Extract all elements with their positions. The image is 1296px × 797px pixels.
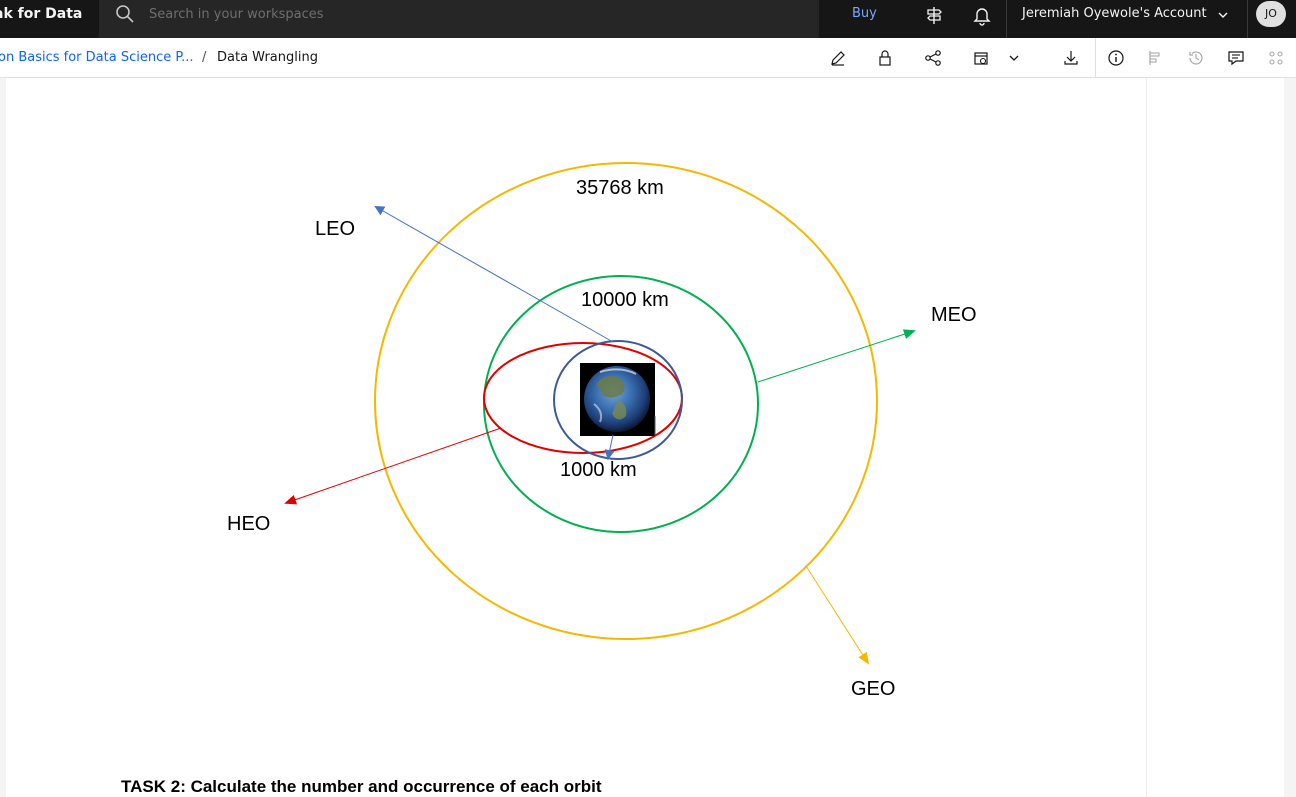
geo-distance-label: 35768 km [576, 177, 664, 199]
meo-label: MEO [931, 304, 977, 326]
notification-bell-icon[interactable] [971, 4, 993, 26]
search-input[interactable] [149, 0, 809, 28]
top-navigation-bar: ak for Data Buy Jeremiah Oyewole's Accou… [0, 0, 1296, 38]
task-heading: TASK 2: Calculate the number and occurre… [121, 777, 602, 796]
leo-radius-arrow [604, 434, 615, 460]
geo-arrow [805, 565, 870, 665]
geo-label: GEO [851, 678, 895, 700]
download-icon[interactable] [1062, 49, 1080, 67]
chevron-down-icon[interactable] [1216, 8, 1230, 22]
chevron-down-icon[interactable] [1005, 49, 1023, 67]
leo-arrow [374, 206, 614, 343]
notebook-page [6, 78, 1146, 797]
project-toolbar: on Basics for Data Science P... / Data W… [0, 38, 1296, 78]
heo-label: HEO [227, 513, 270, 535]
data-icon[interactable] [1147, 49, 1165, 67]
side-panel [1146, 78, 1284, 797]
search-icon [116, 5, 134, 23]
info-icon[interactable] [1107, 49, 1125, 67]
leo-distance-label: 1000 km [560, 459, 637, 481]
lock-icon[interactable] [876, 49, 894, 67]
comment-icon[interactable] [1227, 49, 1245, 67]
search-box[interactable] [99, 0, 819, 38]
breadcrumb-current: Data Wrangling [217, 50, 318, 65]
schedule-icon[interactable] [972, 49, 990, 67]
earth-image [580, 363, 656, 436]
history-icon[interactable] [1187, 49, 1205, 67]
share-icon[interactable] [924, 49, 942, 67]
buy-link[interactable]: Buy [852, 6, 877, 21]
product-name[interactable]: ak for Data [0, 6, 83, 22]
breadcrumb-separator: / [202, 50, 207, 65]
apps-icon[interactable] [1267, 49, 1285, 67]
heo-arrow [284, 427, 502, 505]
signpost-icon[interactable] [923, 4, 945, 26]
scrollbar[interactable] [1284, 78, 1296, 797]
breadcrumb-project-link[interactable]: on Basics for Data Science P... [0, 50, 194, 65]
meo-arrow [757, 329, 916, 383]
meo-distance-label: 10000 km [581, 289, 669, 311]
edit-icon[interactable] [829, 49, 847, 67]
toolbar-divider [1095, 38, 1096, 78]
geo-orbit [374, 162, 878, 640]
account-switcher[interactable]: Jeremiah Oyewole's Account [1022, 6, 1207, 21]
leo-label: LEO [315, 218, 355, 240]
topbar-divider [1006, 0, 1007, 38]
leo-orbit [553, 340, 683, 460]
avatar[interactable]: JO [1256, 1, 1286, 27]
topbar-divider [1247, 0, 1248, 38]
